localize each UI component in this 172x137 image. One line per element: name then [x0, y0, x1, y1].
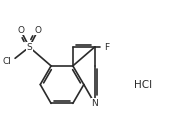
Text: O: O: [17, 26, 24, 35]
Text: HCl: HCl: [134, 80, 153, 90]
Text: F: F: [104, 43, 109, 52]
Text: O: O: [35, 26, 41, 35]
Text: Cl: Cl: [2, 57, 11, 66]
Text: S: S: [26, 43, 32, 52]
Text: N: N: [91, 99, 98, 108]
